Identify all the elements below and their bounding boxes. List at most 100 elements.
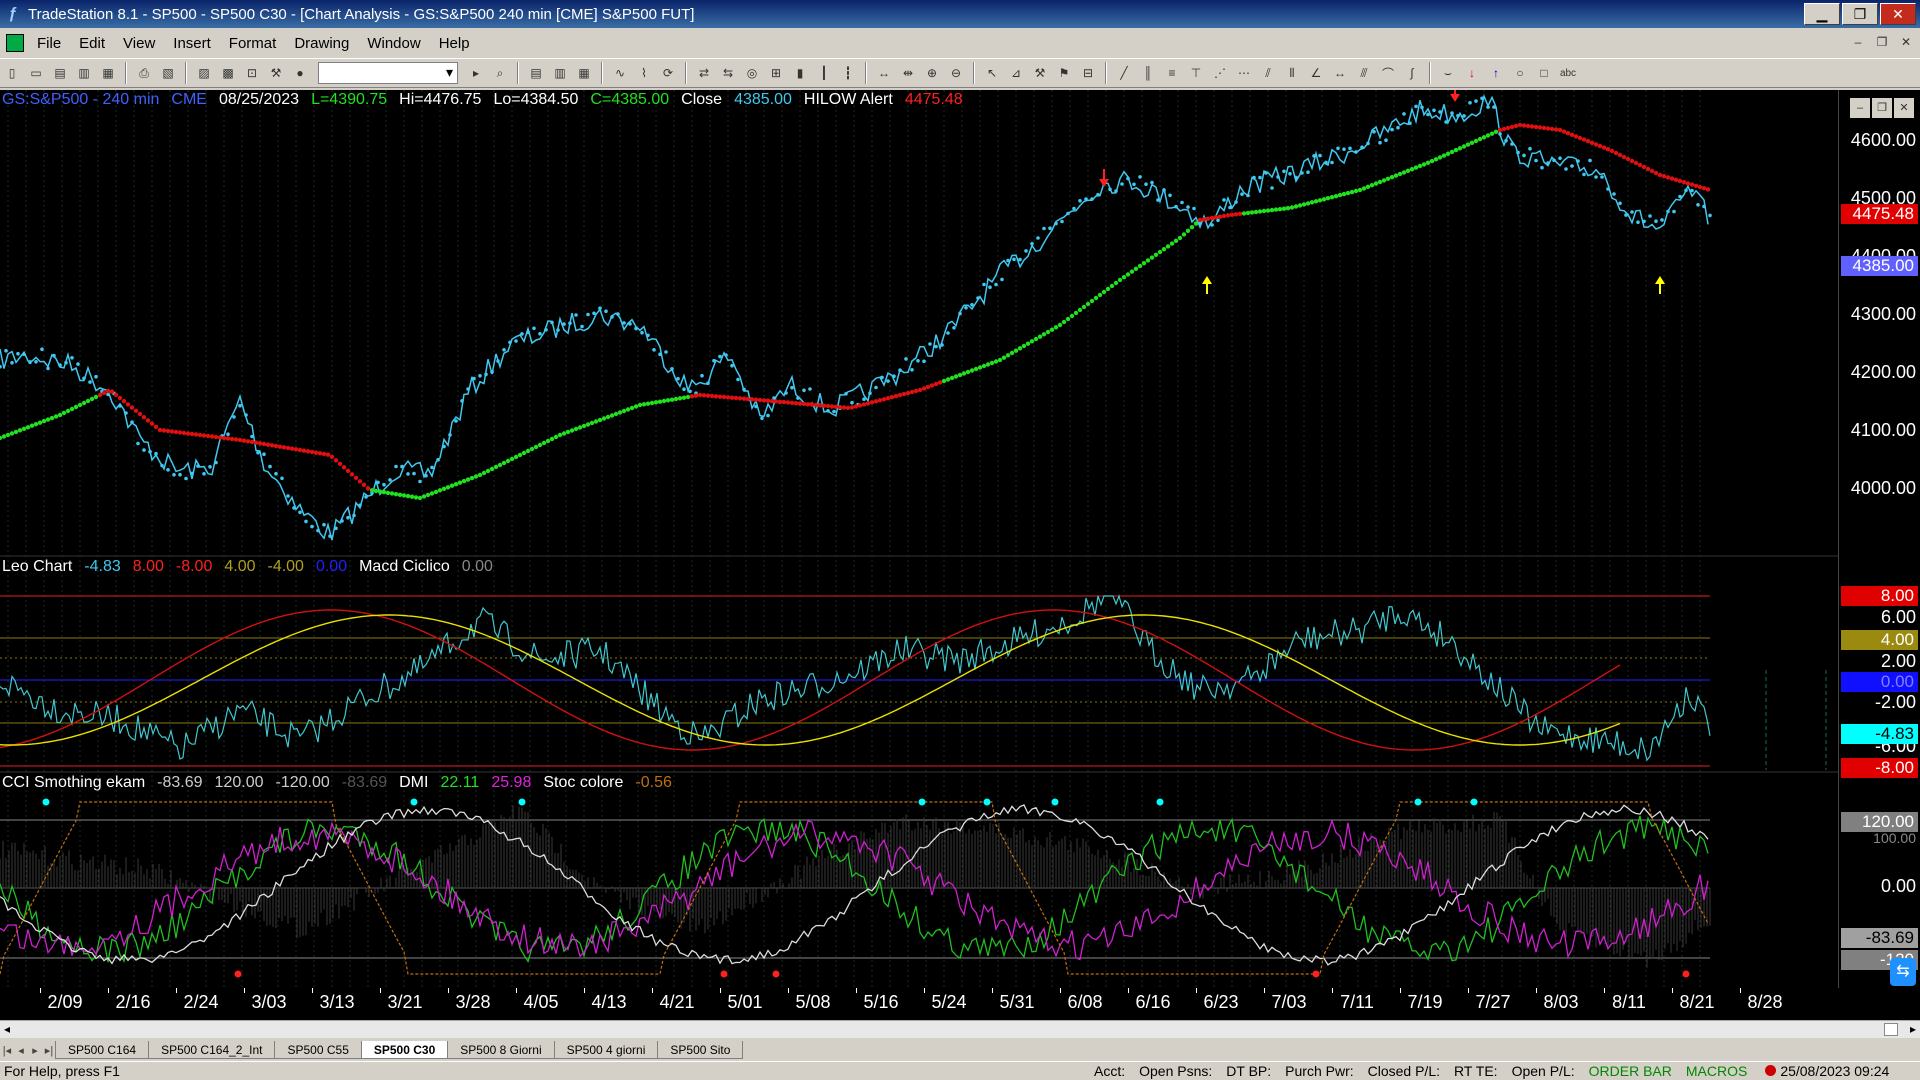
rectangle-icon[interactable]: □: [1540, 66, 1548, 80]
open-workspace-icon[interactable]: ▥: [78, 66, 90, 80]
tab-sp500-c55[interactable]: SP500 C55: [274, 1041, 362, 1059]
menu-insert[interactable]: Insert: [173, 34, 211, 52]
window-icon[interactable]: ▩: [222, 66, 234, 80]
globe-icon[interactable]: ●: [296, 66, 304, 80]
zoom-in-icon[interactable]: ⊕: [926, 66, 938, 80]
date-axis[interactable]: 2/09 2/16 2/24 3/03 3/13 3/21 3/28 4/05 4/13 4/21…: [0, 988, 1838, 1014]
scroll-left-icon[interactable]: ◂: [4, 1022, 11, 1036]
open-icon[interactable]: ▭: [30, 66, 42, 80]
curve-icon[interactable]: ⌣: [1444, 65, 1452, 80]
mdi-minimize-icon[interactable]: –: [1854, 35, 1862, 49]
new-icon[interactable]: ▯: [8, 66, 16, 80]
new-workspace-icon[interactable]: ▤: [54, 66, 66, 80]
horizontal-arrow-icon[interactable]: ↔: [1334, 66, 1346, 80]
restore-icon[interactable]: ❐: [1842, 3, 1878, 25]
menu-view[interactable]: View: [123, 34, 156, 52]
indicator-icon[interactable]: ∿: [614, 66, 626, 80]
vertical-lines-icon[interactable]: ║: [1143, 66, 1153, 80]
tab-sp500-8-giorni[interactable]: SP500 8 Giorni: [447, 1041, 555, 1059]
tab-next-icon[interactable]: ▸: [32, 1044, 38, 1057]
chart-analysis-window[interactable]: GS:S&P500 - 240 min CME 08/25/2023 L=439…: [0, 90, 1920, 1030]
parallel-icon[interactable]: ⫻: [1360, 65, 1368, 80]
ellipse-icon[interactable]: ○: [1516, 66, 1524, 80]
fan-icon[interactable]: ⋰: [1214, 66, 1226, 80]
window-link-icon[interactable]: ⇆: [722, 66, 734, 80]
print-preview-icon[interactable]: ▧: [162, 66, 174, 80]
close-icon[interactable]: ✕: [1880, 3, 1916, 25]
layout-icon[interactable]: ▨: [198, 66, 210, 80]
study-icon[interactable]: ⌇: [641, 66, 647, 80]
arrow-right-icon[interactable]: ▸: [472, 66, 480, 80]
channel-icon[interactable]: ⫽: [1265, 65, 1271, 80]
alert-icon[interactable]: ⚑: [1058, 66, 1070, 80]
speed-line-icon[interactable]: ∠: [1310, 66, 1322, 80]
tab-prev-icon[interactable]: ◂: [18, 1044, 24, 1057]
arrow-up-icon[interactable]: ↑: [1493, 66, 1499, 80]
cycle-icon[interactable]: ⦀: [1289, 65, 1295, 80]
link-icon[interactable]: ⇄: [698, 66, 710, 80]
radar-icon[interactable]: ◎: [746, 66, 758, 80]
gann-icon[interactable]: ⊤: [1190, 66, 1202, 80]
save-icon[interactable]: ▦: [102, 66, 114, 80]
menu-help[interactable]: Help: [438, 34, 470, 52]
compress-icon[interactable]: ⇹: [902, 66, 914, 80]
arc-icon[interactable]: ⌒: [1381, 66, 1394, 81]
mdi-restore-icon[interactable]: ❐: [1876, 35, 1888, 49]
pane-minimize-icon[interactable]: –: [1850, 98, 1870, 118]
tab-last-icon[interactable]: ▸|: [44, 1044, 54, 1057]
matrix-icon[interactable]: ⊞: [770, 66, 782, 80]
lock-icon[interactable]: ⊡: [246, 66, 258, 80]
menu-drawing[interactable]: Drawing: [294, 34, 350, 52]
chart-plot-area[interactable]: [0, 90, 1838, 988]
price-dot: [490, 370, 494, 374]
text-icon[interactable]: abc: [1559, 67, 1577, 79]
data-window-icon[interactable]: ▥: [554, 66, 566, 80]
tab-sp500-sito[interactable]: SP500 Sito: [657, 1041, 744, 1059]
symbol-combo[interactable]: [318, 62, 458, 84]
order-icon[interactable]: ⊿: [1010, 66, 1022, 80]
price-dot: [982, 282, 986, 287]
scroll-thumb[interactable]: [1884, 1023, 1898, 1036]
pointer-icon[interactable]: ↖: [986, 66, 998, 80]
freehand-icon[interactable]: ∫: [1410, 66, 1414, 80]
macros-button[interactable]: MACROS: [1685, 1063, 1748, 1079]
bar-chart-icon[interactable]: ┃: [820, 66, 828, 80]
side-panel-icon[interactable]: ⇆: [1890, 958, 1916, 986]
document-icon[interactable]: [6, 34, 24, 52]
fib-icon[interactable]: ⋯: [1238, 66, 1250, 80]
order-bar-button[interactable]: ORDER BAR: [1588, 1063, 1672, 1079]
scroll-right-icon[interactable]: ▸: [1909, 1022, 1916, 1036]
minimize-icon[interactable]: ▁: [1804, 3, 1840, 25]
tools-icon[interactable]: ⚒: [1034, 66, 1046, 80]
mdi-close-icon[interactable]: ✕: [1900, 35, 1912, 49]
print-icon[interactable]: ⎙: [139, 65, 149, 80]
hide-icon[interactable]: ⊟: [1082, 66, 1094, 80]
ohlc-icon[interactable]: ┇: [844, 66, 852, 80]
trend-dot: [1269, 207, 1275, 213]
horizontal-scrollbar[interactable]: ◂ ▸: [0, 1020, 1920, 1038]
menu-file[interactable]: File: [37, 34, 62, 52]
menu-edit[interactable]: Edit: [79, 34, 106, 52]
find-icon[interactable]: ⌕: [496, 65, 504, 80]
price-dot: [1444, 120, 1448, 124]
pane-close-icon[interactable]: ✕: [1894, 98, 1914, 118]
tab-sp500-c164[interactable]: SP500 C164: [55, 1041, 150, 1059]
zoom-out-icon[interactable]: ⊖: [950, 66, 962, 80]
format-icon[interactable]: ▤: [530, 66, 542, 80]
price-axis[interactable]: – ❐ ✕ 4600.00 4500.00 4400.00 4300.00 42…: [1838, 90, 1920, 988]
menu-format[interactable]: Format: [228, 34, 277, 52]
pane-restore-icon[interactable]: ❐: [1872, 98, 1892, 118]
trendline-icon[interactable]: ╱: [1120, 66, 1128, 80]
candle-icon[interactable]: ▮: [796, 66, 804, 80]
tab-sp500-c30[interactable]: SP500 C30: [360, 1041, 449, 1059]
strategy-icon[interactable]: ⚒: [270, 66, 282, 80]
tab-sp500-c164-2-int[interactable]: SP500 C164_2_Int: [148, 1041, 276, 1059]
spacing-icon[interactable]: ↔: [878, 66, 890, 80]
table-icon[interactable]: ▦: [578, 66, 590, 80]
tab-sp500-4-giorni[interactable]: SP500 4 giorni: [553, 1041, 659, 1059]
arrow-down-icon[interactable]: ↓: [1469, 66, 1475, 80]
refresh-icon[interactable]: ⟳: [662, 66, 674, 80]
horizontal-lines-icon[interactable]: ≡: [1168, 66, 1176, 80]
menu-window[interactable]: Window: [367, 34, 421, 52]
tab-first-icon[interactable]: |◂: [2, 1044, 12, 1057]
